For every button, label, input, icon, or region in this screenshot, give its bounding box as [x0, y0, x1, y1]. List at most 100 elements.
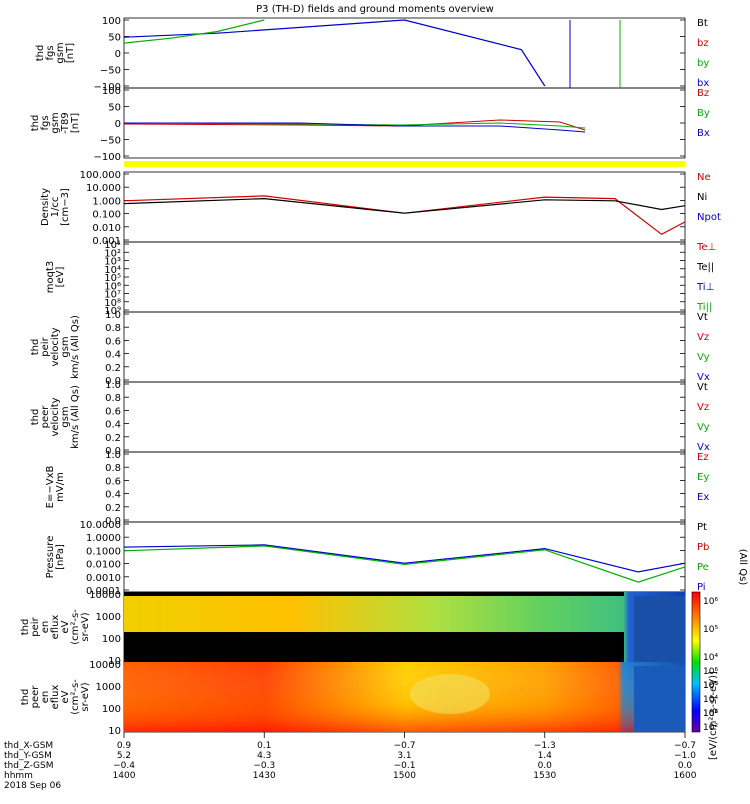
tick-label: 10 [108, 726, 121, 737]
ylabel-line: -T89 [60, 112, 71, 134]
tick-label: 0.2 [105, 433, 121, 444]
tick-label: 1.000 [92, 196, 121, 207]
ylabel-line: velocity [50, 327, 61, 366]
panel-efield: 1.0 0.8 0.6 0.4 0.2 0.0 E=−VxB mV/m Ez Ey Ex [45, 450, 709, 527]
ylabel-line: 1/cc [50, 197, 61, 218]
tick-label: 0.0 [105, 516, 121, 527]
panel-fgs_t89: 100 50 0 −50 −100 thd fgs gsm -T89 [nT] Bz By Bx [30, 86, 710, 163]
tick-label: 0.8 [105, 463, 121, 474]
tick-label: 100 [102, 704, 121, 715]
tick-label: 10⁷ [104, 290, 121, 301]
tick-label: 0.6 [105, 476, 121, 487]
xaxis-value: 4.3 [257, 751, 271, 761]
xaxis-value: 0.1 [257, 741, 271, 751]
ylabel-line: thd [30, 115, 41, 132]
tick-label: 0.100 [92, 210, 121, 221]
fgs-t89-bx-line [124, 122, 586, 133]
tick-label: −50 [100, 136, 121, 147]
xaxis-value: −0.7 [674, 741, 696, 751]
tick-label: 0.8 [105, 323, 121, 334]
chart-title: P3 (TH-D) fields and ground moments over… [256, 4, 494, 15]
tick-label: 10⁹ [104, 306, 121, 317]
legend-Vz: Vz [697, 402, 709, 413]
legend-Bt: Bt [697, 18, 708, 29]
tick-label: 1.0 [105, 450, 121, 461]
ylabel-line: peer [40, 405, 51, 429]
ylabel-line: km/s (All Qs) [70, 385, 81, 449]
ylabel-line: thd [30, 409, 41, 426]
xaxis-row-label: thd_Z-GSM [4, 761, 53, 771]
ylabel-line: eV [60, 690, 71, 703]
xaxis-value: −0.4 [113, 761, 135, 771]
xaxis-value: 1500 [393, 771, 416, 781]
ylabel-line: fgs [45, 45, 56, 60]
xaxis-value: −0.1 [394, 761, 416, 771]
tick-label: 10¹ [104, 240, 121, 251]
tick-label: 1.0 [105, 310, 121, 321]
legend-Pt: Pt [697, 522, 707, 533]
ylabel-line: Pressure [45, 536, 56, 579]
ylabel-line: fgs [40, 115, 51, 130]
ylabel-line: thd [30, 339, 41, 356]
tick-label: 0.4 [105, 350, 121, 361]
colorbar-tick: 10³ [703, 681, 718, 691]
legend-Ti⊥: Ti⊥ [696, 282, 714, 293]
ylabel-line: eflux [50, 615, 61, 640]
ylabel-line: thd [35, 45, 46, 62]
tick-label: 0.2 [105, 363, 121, 374]
tick-label: 50 [108, 103, 121, 114]
tick-label: 10 [108, 656, 121, 667]
colorbar-tick-2: 10³ [703, 709, 718, 719]
legend-Te⊥: Te⊥ [696, 242, 716, 253]
ylabel-line: velocity [50, 397, 61, 436]
tick-label: 100 [102, 634, 121, 645]
tick-label: 0.0 [105, 446, 121, 457]
tick-label: 0.001 [92, 236, 121, 247]
legend-Vx: Vx [697, 372, 710, 383]
ylabel-line: (cm²-s- [70, 609, 81, 645]
tick-label: 1.0000 [86, 533, 121, 544]
legend-Vt: Vt [697, 382, 708, 393]
ylabel-line: eflux [50, 685, 61, 710]
series-density-Ni [123, 197, 686, 214]
legend-Vx: Vx [697, 442, 710, 453]
fgs-t89-bz-line [123, 119, 586, 131]
colorbar-tick-2: 10⁶ [703, 667, 718, 677]
ylabel-line: thd [20, 619, 31, 636]
xaxis-value: 3.1 [397, 751, 411, 761]
tick-label: 10² [104, 248, 121, 259]
xaxis-value: 1530 [533, 771, 556, 781]
legend-Ey: Ey [697, 472, 709, 483]
xaxis-value: 0.0 [678, 761, 693, 771]
legend-Npot: Npot [697, 212, 721, 223]
legend-Pe: Pe [697, 562, 709, 573]
legend-bx: bx [697, 78, 709, 89]
tick-label: 10⁸ [104, 298, 121, 309]
tick-label: 0.0010 [86, 573, 121, 584]
tick-label: 1000 [96, 612, 121, 623]
tick-label: 100.000 [80, 170, 121, 181]
tick-label: 0.0 [105, 376, 121, 387]
ylabel-line: gsm [60, 336, 71, 357]
ylabel-line: gsm [50, 112, 61, 133]
xaxis-value: 1400 [113, 771, 136, 781]
colorbar-label: [eV/(cm²-s-sr-eV)] [708, 671, 719, 760]
xaxis-row-label: 2018 Sep 06 [4, 781, 61, 791]
tick-label: 10³ [104, 257, 121, 268]
legend-Bz: Bz [697, 88, 709, 99]
legend-Ni: Ni [697, 192, 707, 203]
tick-label: 0.0100 [86, 560, 121, 571]
legend-By: By [697, 108, 710, 119]
colorbar-tick-2: 10² [703, 723, 718, 733]
xaxis-value: −0.7 [394, 741, 416, 751]
panel-peir_velocity: 1.0 0.8 0.6 0.4 0.2 0.0 thd peir velocity gsm km/s… [30, 310, 710, 387]
ylabel-line: sr-eV) [80, 612, 91, 641]
tick-label: 0 [115, 49, 121, 60]
series-pressure-Pe [123, 545, 686, 583]
xaxis-value: −1.0 [674, 751, 696, 761]
xaxis-value: 0.9 [117, 741, 132, 751]
colorbar-tick: 10² [703, 709, 718, 719]
tick-label: 10.000 [86, 183, 121, 194]
